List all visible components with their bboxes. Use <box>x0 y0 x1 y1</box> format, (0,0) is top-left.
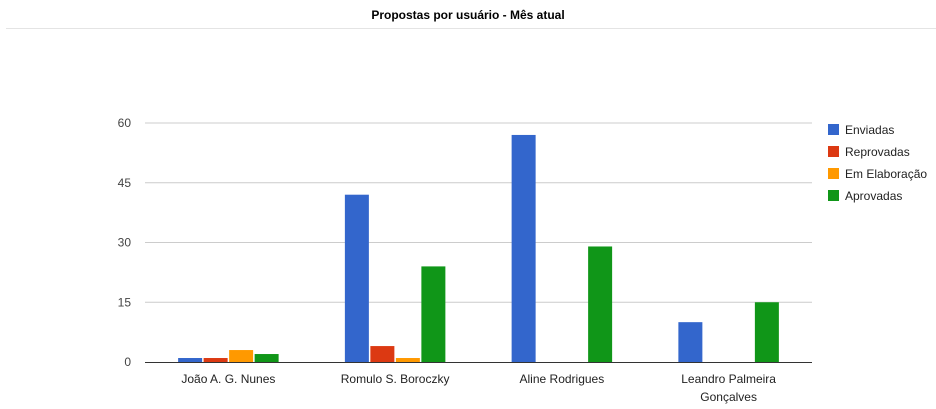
bar[interactable]: Aprovadas: 15 <box>754 302 779 362</box>
legend-label[interactable]: Reprovadas <box>845 145 910 159</box>
legend-swatch <box>828 146 839 157</box>
bar[interactable]: Aprovadas: 29 <box>588 246 613 362</box>
x-tick-label: João A. G. Nunes <box>181 372 275 386</box>
bars: Enviadas: 1Reprovadas: 1Em Elaboração: 3… <box>178 134 779 362</box>
bar[interactable]: Em Elaboração: 3 <box>229 350 254 362</box>
legend-label[interactable]: Aprovadas <box>845 189 902 203</box>
bar[interactable]: Enviadas: 1 <box>178 358 203 362</box>
bar[interactable]: Em Elaboração: 1 <box>395 358 420 362</box>
bar[interactable]: Reprovadas: 1 <box>203 358 228 362</box>
bar[interactable]: Aprovadas: 24 <box>421 266 446 362</box>
y-tick-label: 60 <box>118 116 132 130</box>
bar[interactable]: Enviadas: 10 <box>678 322 703 362</box>
legend: Enviadas Reprovadas Em Elaboração Aprovadas <box>828 123 927 203</box>
axes: 0 15 30 45 60 João A. G. Nunes Romulo S. Boroc… <box>118 116 812 404</box>
x-tick-label: Romulo S. Boroczky <box>341 372 450 386</box>
bar[interactable]: Aprovadas: 2 <box>254 354 279 362</box>
legend-label[interactable]: Em Elaboração <box>845 167 927 181</box>
bar[interactable]: Enviadas: 57 <box>511 134 536 362</box>
bar[interactable]: Enviadas: 42 <box>344 194 369 362</box>
legend-swatch <box>828 168 839 179</box>
legend-swatch <box>828 124 839 135</box>
x-tick-label: Aline Rodrigues <box>520 372 605 386</box>
y-tick-label: 15 <box>118 295 132 309</box>
bar[interactable]: Reprovadas: 4 <box>370 346 395 362</box>
y-tick-label: 30 <box>118 236 132 250</box>
chart-title: Propostas por usuário - Mês atual <box>371 8 565 22</box>
legend-swatch <box>828 190 839 201</box>
legend-label[interactable]: Enviadas <box>845 123 894 137</box>
x-tick-label: Leandro Palmeira <box>681 372 776 386</box>
gridlines <box>145 122 812 303</box>
title-divider <box>6 28 936 29</box>
y-tick-label: 45 <box>118 176 132 190</box>
y-tick-label: 0 <box>124 355 131 369</box>
x-tick-label: Gonçalves <box>700 390 757 404</box>
